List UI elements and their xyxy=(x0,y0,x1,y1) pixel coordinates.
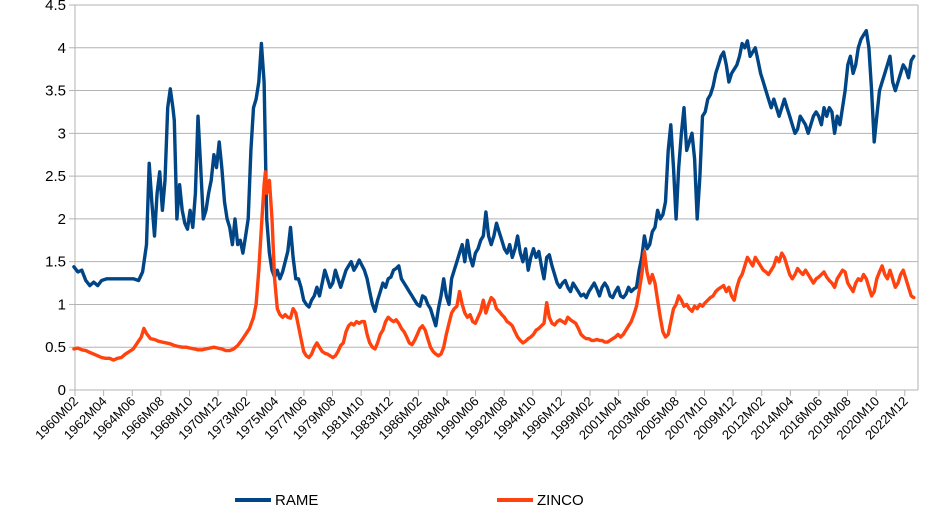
x-axis-ticks: 1960M021962M041964M061966M081968M101970M… xyxy=(32,390,911,442)
y-tick-label: 2 xyxy=(58,211,66,228)
legend: RAME ZINCO xyxy=(235,492,584,509)
series-lines xyxy=(72,29,916,362)
y-tick-label: 0 xyxy=(58,382,66,399)
y-axis-ticks: 0 0.5 1 1.5 2 2.5 3 3.5 4 4.5 xyxy=(45,0,75,399)
y-tick-label: 3 xyxy=(58,125,66,142)
y-tick-label: 3.5 xyxy=(45,83,66,100)
y-tick-label: 2.5 xyxy=(45,168,66,185)
series-line-zinco xyxy=(72,170,916,362)
y-tick-label: 4.5 xyxy=(45,0,66,14)
y-tick-label: 1.5 xyxy=(45,254,66,271)
y-tick-label: 0.5 xyxy=(45,339,66,356)
legend-label-zinco: ZINCO xyxy=(537,492,584,509)
y-tick-label: 4 xyxy=(58,40,66,57)
series-line-rame xyxy=(72,29,916,328)
y-tick-label: 1 xyxy=(58,296,66,313)
legend-label-rame: RAME xyxy=(275,492,318,509)
